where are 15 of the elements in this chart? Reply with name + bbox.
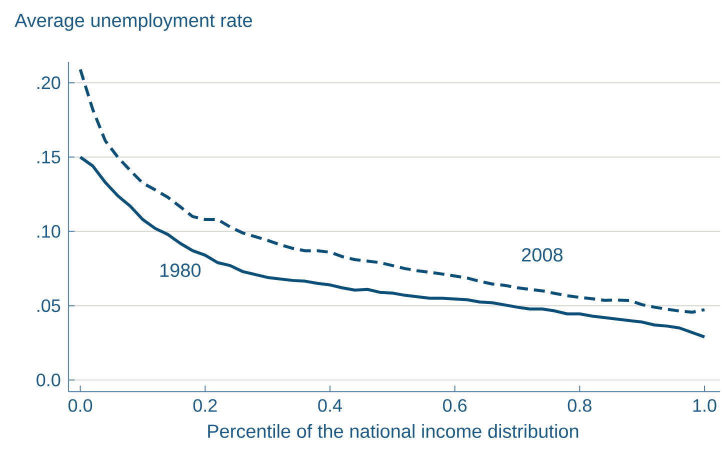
y-tick-label: .15 bbox=[38, 150, 60, 164]
series-label: 2008 bbox=[522, 248, 563, 262]
y-axis-title: Average unemployment rate bbox=[14, 13, 252, 31]
x-tick-label: 0.0 bbox=[68, 399, 92, 412]
x-tick-label: 0.4 bbox=[318, 399, 342, 412]
x-tick-label: 0.2 bbox=[193, 399, 217, 412]
x-tick-label: 1.0 bbox=[693, 399, 716, 412]
y-tick-label: .10 bbox=[38, 225, 60, 238]
series-label: 1980 bbox=[160, 264, 201, 278]
x-axis-title: Percentile of the national income distribution bbox=[208, 424, 578, 438]
x-tick-label: 0.6 bbox=[443, 399, 467, 412]
y-tick-label: 0.0 bbox=[36, 374, 60, 386]
y-tick-label: .05 bbox=[38, 299, 60, 312]
x-tick-label: 0.8 bbox=[568, 399, 592, 412]
y-tick-label: .20 bbox=[38, 76, 60, 90]
